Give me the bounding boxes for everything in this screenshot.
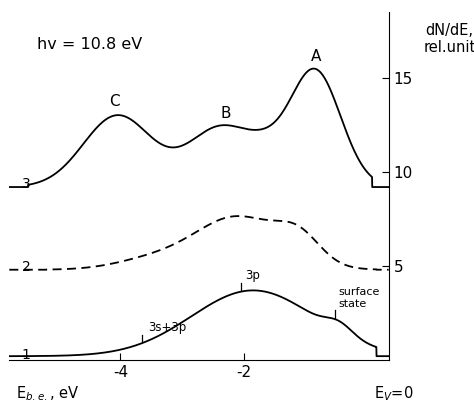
Text: 3p: 3p	[246, 269, 261, 282]
Text: C: C	[109, 94, 119, 109]
Text: 2: 2	[22, 260, 30, 274]
Text: 1: 1	[22, 348, 31, 362]
Text: E$_{b.e.}$, eV: E$_{b.e.}$, eV	[16, 384, 79, 403]
Text: 3s+3p: 3s+3p	[148, 321, 186, 334]
Text: surface
state: surface state	[338, 287, 380, 309]
Text: E$_V$=0: E$_V$=0	[374, 384, 414, 403]
Text: 3: 3	[22, 177, 30, 191]
Y-axis label: dN/dE,
rel.unit: dN/dE, rel.unit	[423, 23, 474, 55]
Text: B: B	[220, 106, 230, 121]
Text: A: A	[311, 49, 322, 64]
Text: hv = 10.8 eV: hv = 10.8 eV	[37, 37, 143, 52]
